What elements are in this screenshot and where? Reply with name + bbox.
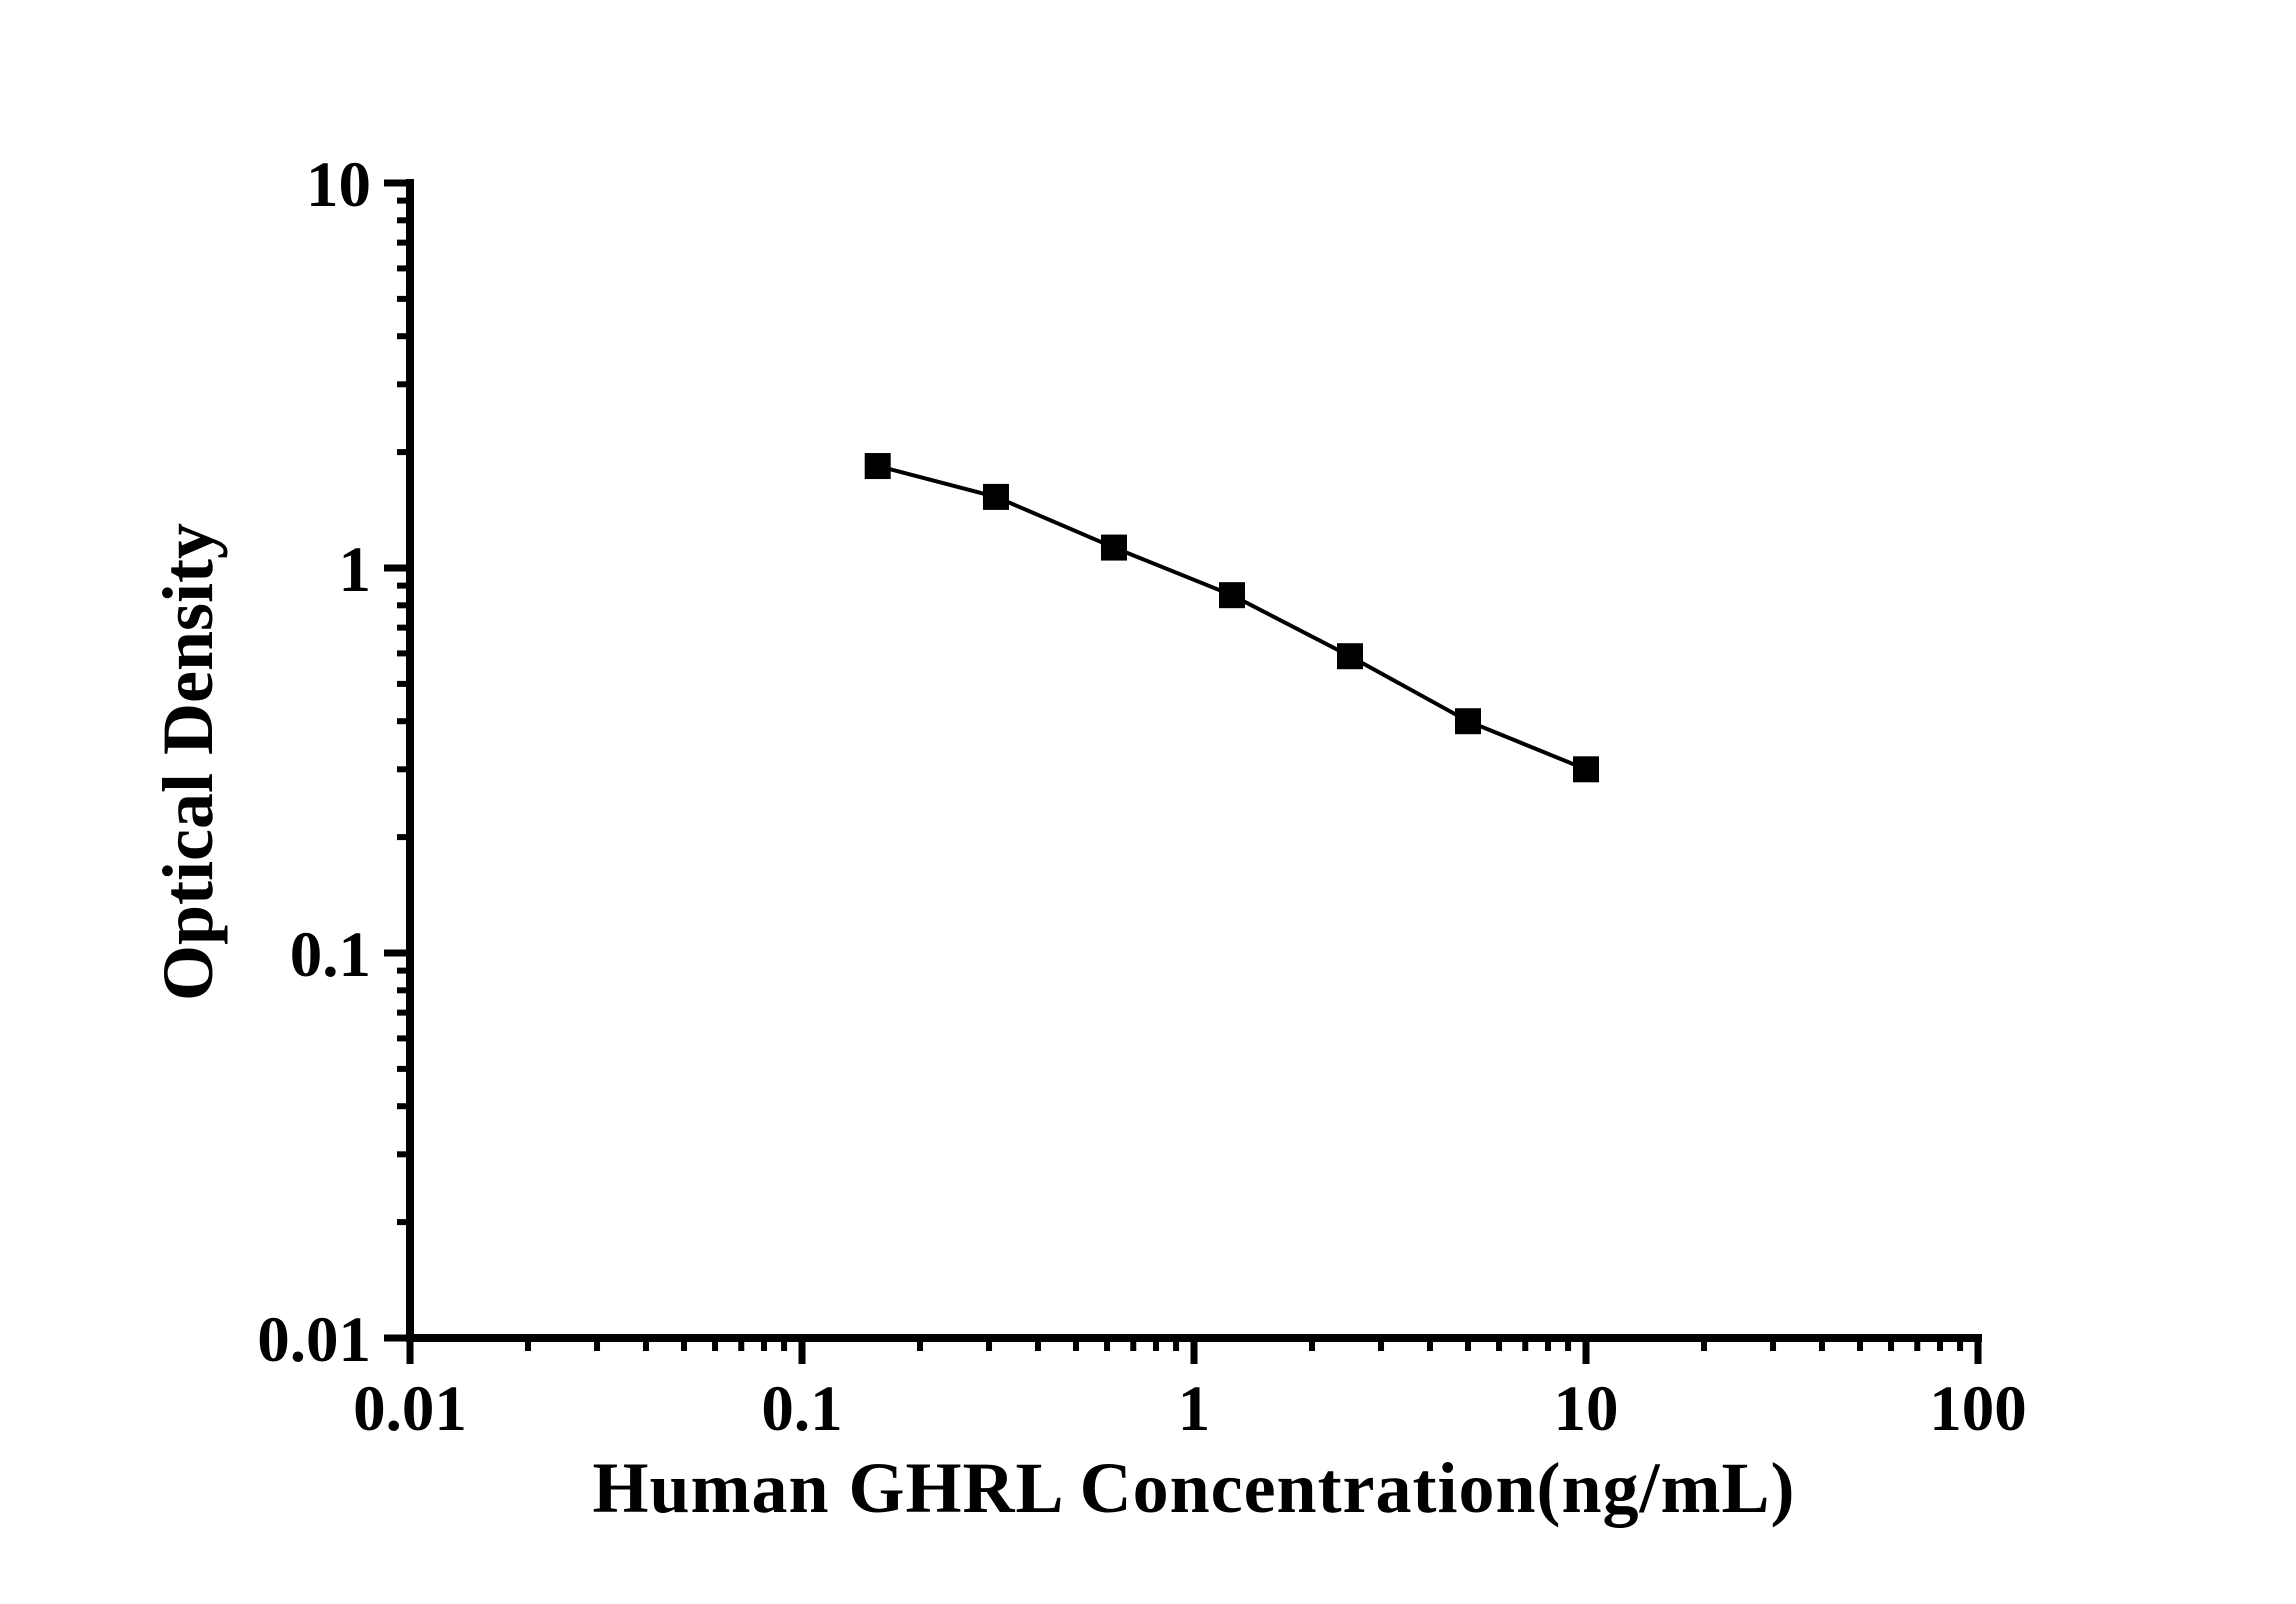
data-point-marker [1336, 643, 1363, 670]
y-tick-label: 1 [339, 534, 372, 606]
data-point-marker [1573, 756, 1599, 783]
data-point-marker [982, 483, 1009, 510]
y-tick-label: 0.01 [257, 1304, 371, 1376]
y-axis-title: Optical Density [148, 523, 228, 1001]
data-point-marker [1100, 534, 1127, 561]
data-point-marker [1454, 708, 1481, 735]
x-tick-label: 0.1 [761, 1373, 842, 1445]
x-tick-label: 0.01 [353, 1373, 467, 1445]
x-tick-label: 1 [1178, 1373, 1211, 1445]
x-tick-label: 100 [1929, 1373, 2027, 1445]
y-tick-label: 0.1 [290, 919, 371, 991]
data-point-marker [864, 453, 891, 480]
x-axis-title: Human GHRL Concentration(ng/mL) [592, 1448, 1796, 1528]
y-tick-label: 10 [306, 149, 371, 221]
data-point-marker [1218, 582, 1245, 609]
x-tick-label: 10 [1554, 1373, 1619, 1445]
